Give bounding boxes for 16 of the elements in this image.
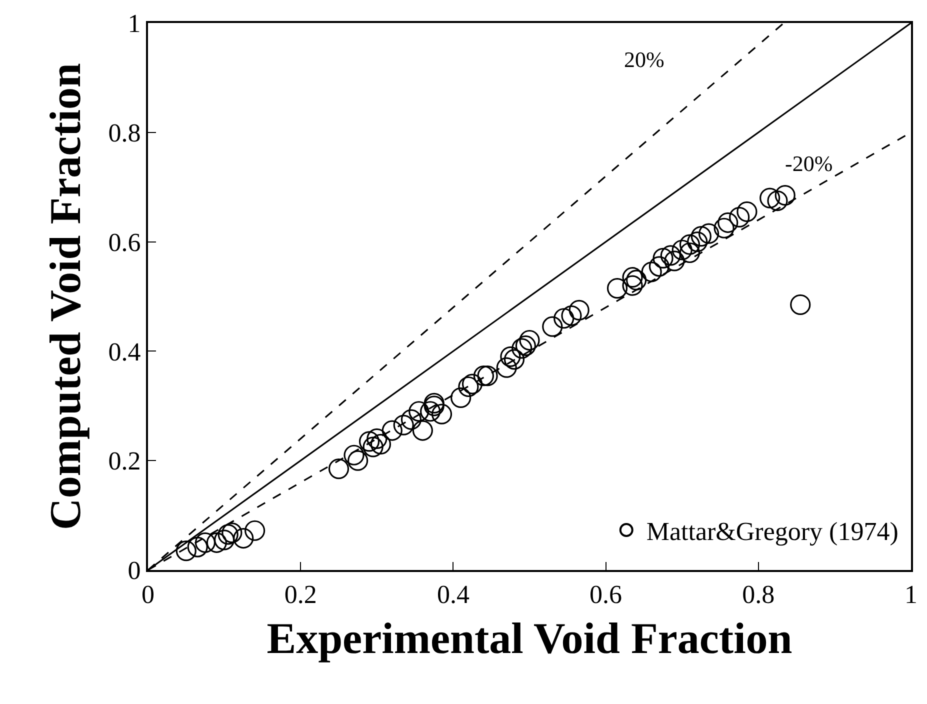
x-tick-label: 0.8	[742, 580, 775, 610]
y-tick-label: 0.4	[108, 337, 141, 366]
y-tick-label: 0	[128, 556, 141, 586]
y-tick-label: 1	[128, 9, 141, 38]
x-tick-label: 0.2	[284, 580, 317, 610]
x-tick-label: 1	[904, 580, 918, 610]
y-tick-label: 0.2	[108, 446, 141, 476]
x-tick-label: 0.4	[436, 580, 470, 610]
y-axis-title: Computed Void Fraction	[40, 63, 90, 530]
y-tick-label: 0.6	[108, 228, 141, 257]
legend-label: Mattar&Gregory (1974)	[646, 517, 898, 546]
annotation: 20%	[624, 47, 664, 72]
x-axis-title: Experimental Void Fraction	[266, 614, 792, 663]
annotation: -20%	[785, 151, 833, 176]
y-tick-label: 0.8	[108, 118, 141, 148]
x-tick-label: 0.6	[590, 580, 622, 610]
